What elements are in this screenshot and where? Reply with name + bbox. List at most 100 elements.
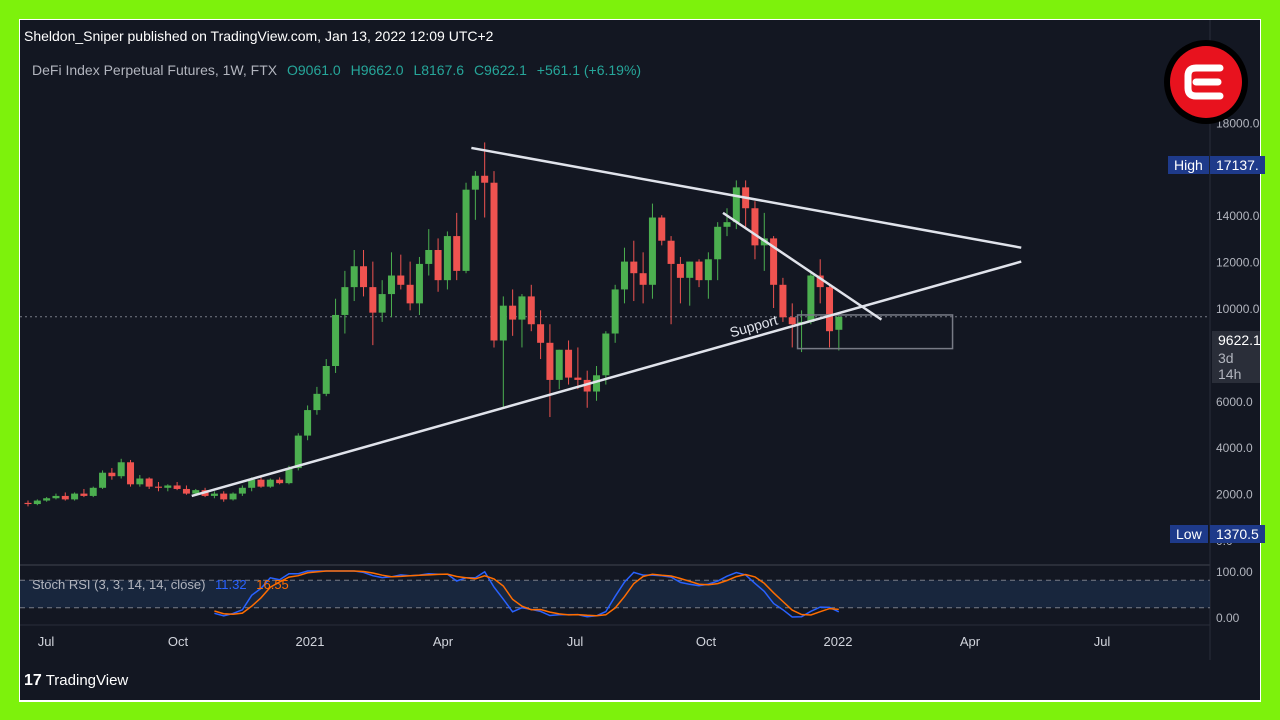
time-tick-label: Oct [168,634,189,649]
candle-body [369,287,377,313]
candle-body [779,284,787,318]
brand-label: TradingView [45,672,129,689]
candle-body [788,317,796,325]
candle-body [667,240,675,264]
candle-body [807,275,815,322]
candle-body [145,478,153,487]
time-tick-label: 2022 [824,634,853,649]
low-value-badge: 1370.5 [1210,525,1265,543]
stoch-d-value: 16.55 [256,577,289,592]
candle-body [453,236,461,271]
candle-body [24,502,32,505]
candle-body [490,182,498,341]
logo-inner [1170,46,1242,118]
high-value-badge: 17137. [1210,156,1265,174]
symbol-legend: DeFi Index Perpetual Futures, 1W, FTX O9… [32,62,641,78]
candle-body [276,479,284,484]
trendline [471,146,1022,249]
time-tick-label: Jul [38,634,55,649]
candle-body [555,349,563,380]
candle-body [220,493,228,500]
time-tick-label: Apr [433,634,454,649]
candle-body [406,284,414,304]
candle-body [192,490,200,494]
time-tick-label: Jul [567,634,584,649]
candle-body [816,275,824,288]
candle-body [630,261,638,274]
price-tick-label: 6000.0 [1216,395,1253,409]
ohlc-values: O9061.0 H9662.0 L8167.6 C9622.1 +561.1 (… [281,62,641,78]
candle-body [52,495,60,499]
candle-body [462,189,470,271]
candle-body [360,266,368,288]
tradingview-brand[interactable]: 17 TradingView [24,672,128,690]
rsi-band-fill [20,580,1210,608]
time-tick-label: Oct [696,634,717,649]
channel-logo-icon [1164,40,1248,124]
candle-body [350,266,358,288]
candle-body [173,485,181,489]
candle-body [89,487,97,496]
candle-body [294,435,302,469]
price-tick-label: 10000.0 [1216,302,1260,316]
candle-body [611,289,619,334]
candle-body [565,349,573,378]
candle-body [210,493,218,496]
candle-body [164,485,172,488]
candle-body [154,486,162,488]
candle-body [602,333,610,376]
high-value: H9662.0 [350,62,404,78]
candle-body [43,498,51,501]
candle-body [387,275,395,295]
stoch-d-line [214,570,839,617]
candle-body [620,261,628,290]
candle-body [266,479,274,487]
candle-body [676,263,684,278]
candle-body [714,226,722,260]
candle-body [99,472,107,488]
tradingview-logo-icon: 17 [24,672,42,689]
candle-body [71,493,79,500]
low-label: Low [1170,525,1208,543]
candle-body [481,175,489,183]
rsi-tick-label: 100.00 [1216,565,1253,579]
candle-body [322,366,330,394]
chart-panel[interactable]: 18000.016000.014000.012000.010000.08000.… [20,20,1265,700]
candle-body [658,217,666,241]
candle-body [574,377,582,380]
chart-svg[interactable]: 18000.016000.014000.012000.010000.08000.… [20,20,1260,700]
candle-body [61,495,69,500]
candle-body [415,263,423,304]
trendline [722,211,883,321]
rsi-tick-label: 0.00 [1216,611,1240,625]
candle-body [593,375,601,392]
candle-body [304,410,312,436]
publisher-line: Sheldon_Sniper published on TradingView.… [24,28,494,44]
candle-body [425,250,433,264]
candle-body [378,294,386,313]
time-tick-label: Jul [1094,634,1111,649]
candle-body [341,287,349,315]
candle-body [285,468,293,484]
stoch-k-value: 11.32 [215,577,247,592]
candle-body [229,493,237,500]
candle-body [136,478,144,485]
high-label: High [1168,156,1209,174]
range-box [796,314,954,350]
time-tick-label: 2021 [296,634,325,649]
candle-body [313,393,321,411]
candle-body [108,472,116,477]
candle-body [583,379,591,392]
change-value: +561.1 (+6.19%) [536,62,642,78]
price-tick-label: 18000.0 [1216,116,1260,130]
candle-body [826,287,834,332]
candle-body [527,296,535,325]
time-tick-label: Apr [960,634,981,649]
candle-body [695,261,703,281]
candle-body [238,487,246,494]
candle-body [639,273,647,285]
price-tick-label: 14000.0 [1216,209,1260,223]
close-value: C9622.1 [473,62,527,78]
candle-body [518,296,526,320]
candle-body [499,305,507,341]
